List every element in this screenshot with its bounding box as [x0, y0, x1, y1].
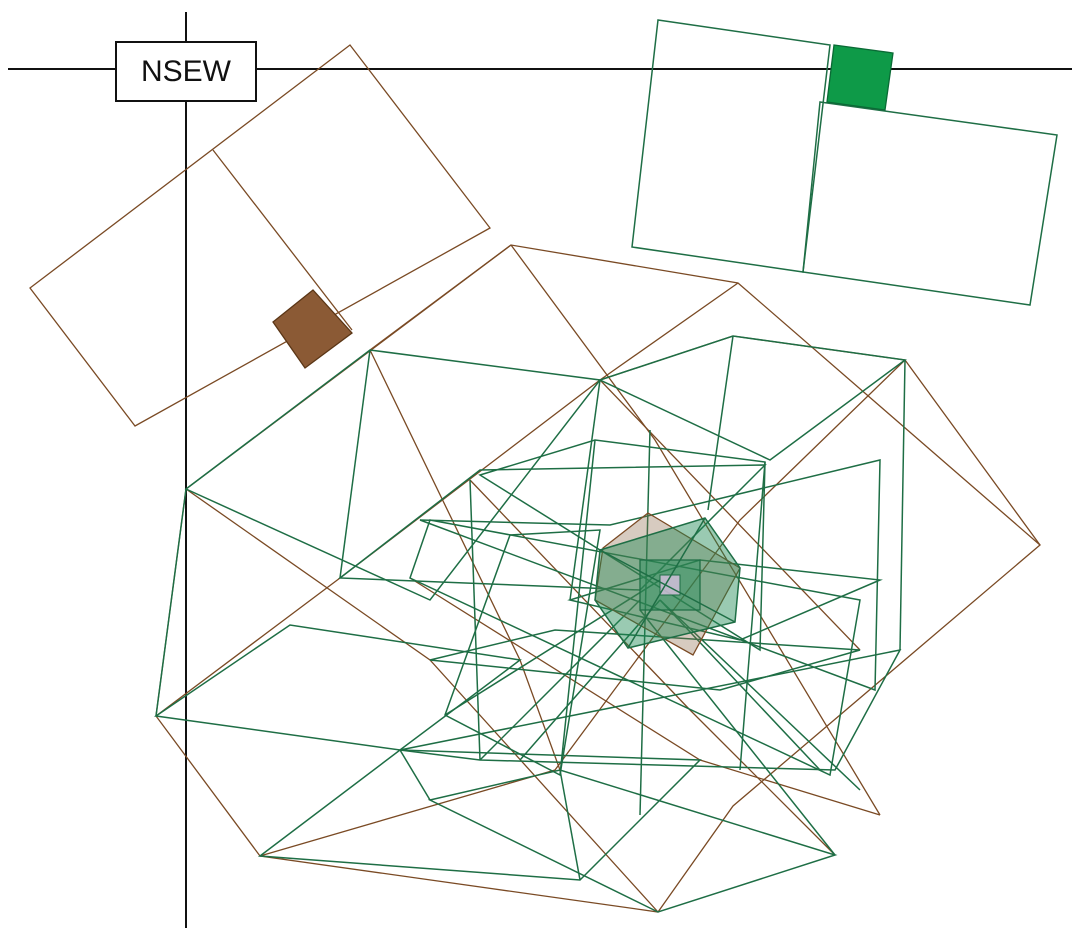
label-box — [115, 41, 257, 102]
label-text: NSEW — [141, 55, 232, 88]
green-panel — [631, 19, 1058, 306]
wireframe — [153, 244, 1041, 913]
brown-panel — [29, 44, 491, 427]
